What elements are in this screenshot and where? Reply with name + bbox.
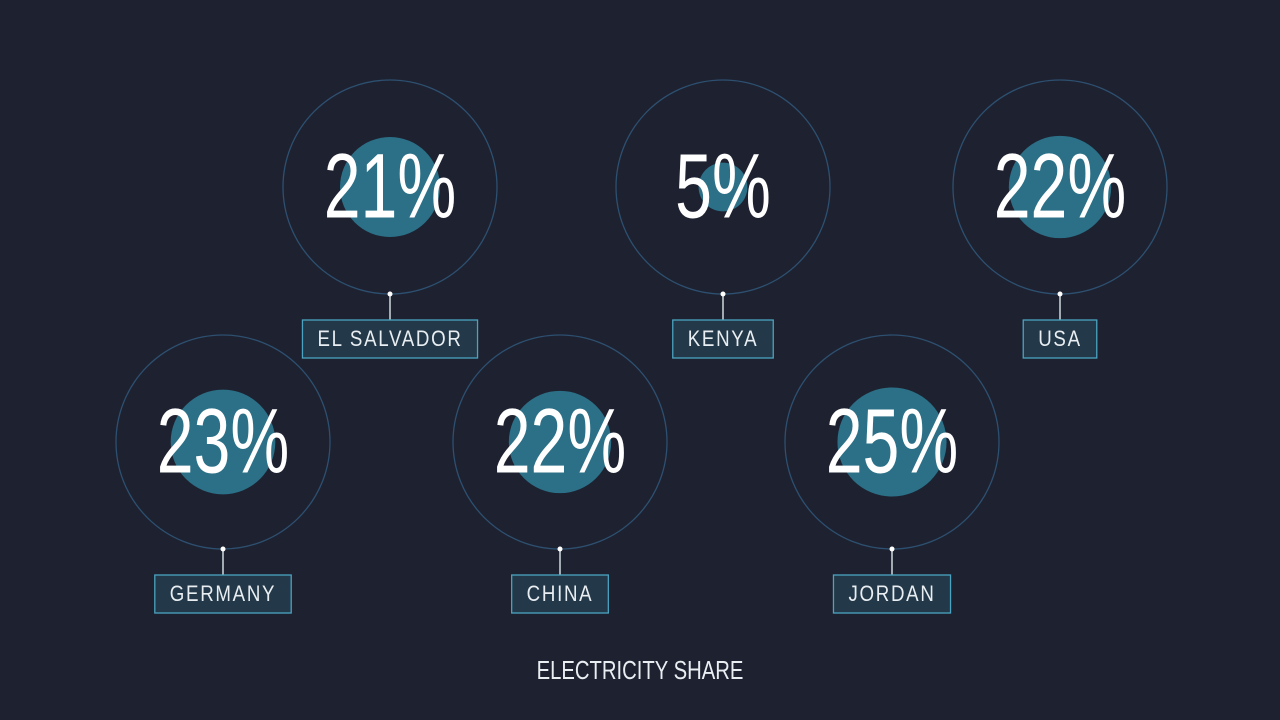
- title-group: ELECTRICITY SHARE: [537, 655, 744, 684]
- category-label: KENYA: [688, 327, 758, 351]
- connector-dot: [1057, 291, 1063, 297]
- label-box: [1022, 319, 1098, 359]
- chart-title: ELECTRICITY SHARE: [537, 655, 744, 684]
- value-label: 25%: [826, 389, 959, 492]
- connector-dot: [889, 546, 895, 552]
- bubble: [340, 137, 440, 237]
- label-box: [672, 319, 774, 359]
- value-label: 21%: [324, 134, 457, 237]
- category-label: JORDAN: [848, 582, 935, 606]
- label-box: [154, 574, 292, 614]
- value-label: 23%: [157, 389, 290, 492]
- connector-dot: [387, 291, 393, 297]
- category-label: USA: [1038, 327, 1082, 351]
- value-label-group: 23%: [157, 389, 290, 492]
- bubble: [1008, 135, 1112, 239]
- value-label-group: 22%: [494, 389, 627, 492]
- label-box: [301, 319, 479, 359]
- value-label-group: 22%: [994, 134, 1127, 237]
- label-box: [511, 574, 609, 614]
- value-label-group: 25%: [826, 389, 959, 492]
- value-label: 22%: [494, 389, 627, 492]
- connector-dot: [720, 291, 726, 297]
- category-label-group: EL SALVADOR: [317, 327, 462, 351]
- bubble: [508, 390, 612, 494]
- category-label-group: GERMANY: [170, 582, 276, 606]
- label-box: [832, 574, 952, 614]
- connector-dot: [220, 546, 226, 552]
- value-label-group: 21%: [324, 134, 457, 237]
- value-label: 5%: [675, 134, 771, 237]
- category-label-group: JORDAN: [848, 582, 935, 606]
- bubble: [170, 389, 276, 495]
- bubble: [837, 387, 947, 497]
- category-label: EL SALVADOR: [317, 327, 462, 351]
- category-label: GERMANY: [170, 582, 276, 606]
- connector-dot: [557, 546, 563, 552]
- category-label-group: KENYA: [688, 327, 758, 351]
- value-label-group: 5%: [675, 134, 771, 237]
- category-label: CHINA: [527, 582, 594, 606]
- value-label: 22%: [994, 134, 1127, 237]
- category-label-group: USA: [1038, 327, 1082, 351]
- bubble: [698, 162, 748, 212]
- category-label-group: CHINA: [527, 582, 594, 606]
